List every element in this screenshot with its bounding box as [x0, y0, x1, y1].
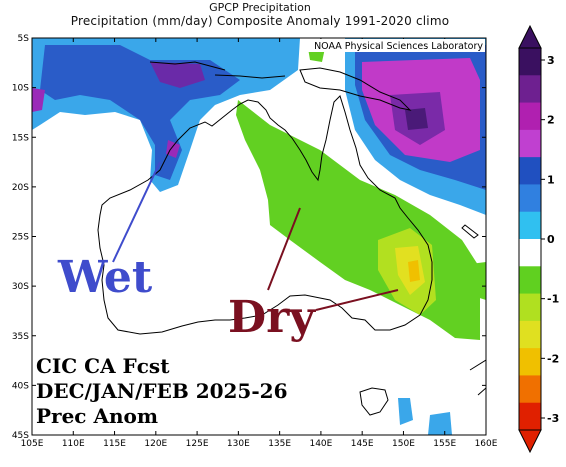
- dry-pointer-line-2: [315, 289, 399, 311]
- colorbar-segment: [519, 402, 541, 431]
- colorbar-label: -3: [547, 412, 559, 425]
- indonesia-islands: [149, 61, 286, 79]
- lat-label: 5S: [18, 34, 30, 44]
- colorbar-segment: [519, 293, 541, 322]
- wet-anomaly-northwest-core: [150, 62, 205, 88]
- wet-pointer-line: [112, 161, 161, 263]
- wet-anomaly-northwest-core2: [32, 88, 45, 112]
- colorbar-segment: [519, 48, 541, 76]
- dry-annotation: Dry: [228, 292, 316, 343]
- lat-label: 20S: [12, 183, 29, 193]
- colorbar: [518, 24, 542, 454]
- colorbar-label: 3: [547, 54, 555, 67]
- longitude-labels: 105E 110E 115E 120E 125E 130E 135E 140E 145E 150E…: [21, 439, 498, 449]
- dry-pointer-line-1: [267, 207, 301, 291]
- colorbar-bottom-arrow: [518, 429, 542, 454]
- forecast-label-line3: Prec Anom: [36, 404, 158, 428]
- new-zealand-coastline: [469, 359, 486, 396]
- lon-label: 140E: [309, 439, 332, 449]
- axis-ticks: [31, 37, 487, 436]
- credit-box: [300, 39, 485, 52]
- lon-label: 125E: [186, 439, 209, 449]
- lat-label: 35S: [12, 332, 29, 342]
- lon-label: 115E: [103, 439, 126, 449]
- lon-label: 130E: [227, 439, 250, 449]
- lat-label: 25S: [12, 233, 29, 243]
- lon-label: 145E: [351, 439, 374, 449]
- lat-label: 30S: [12, 282, 29, 292]
- wet-anomaly-northwest-core3: [166, 140, 180, 158]
- tasmania-coastline: [359, 387, 389, 416]
- anomaly-field: [32, 38, 486, 435]
- colorbar-segment: [519, 102, 541, 131]
- lat-label: 15S: [12, 133, 29, 143]
- lon-label: 105E: [21, 439, 44, 449]
- lat-label: 45S: [12, 431, 29, 441]
- forecast-label-line1: CIC CA Fcst: [36, 354, 170, 378]
- colorbar-segment: [519, 157, 541, 185]
- colorbar-segment: [519, 266, 541, 295]
- map-subtitle: Precipitation (mm/day) Composite Anomaly…: [70, 14, 450, 28]
- wet-anomaly-south: [398, 398, 413, 425]
- colorbar-label: 1: [547, 173, 555, 186]
- colorbar-label: -1: [547, 293, 559, 306]
- lon-label: 160E: [475, 439, 498, 449]
- colorbar-segment: [519, 348, 541, 376]
- colorbar-segment: [519, 129, 541, 158]
- colorbar-label: 0: [547, 233, 555, 246]
- dry-anomaly-east: [462, 262, 486, 300]
- colorbar-top-arrow: [518, 24, 542, 49]
- lon-label: 110E: [62, 439, 85, 449]
- lon-label: 135E: [268, 439, 291, 449]
- colorbar-label: -2: [547, 352, 559, 365]
- australia-coastline: [97, 95, 433, 335]
- lon-label: 155E: [433, 439, 456, 449]
- colorbar-segment: [519, 184, 541, 213]
- colorbar-segment: [519, 75, 541, 104]
- lat-label: 10S: [12, 84, 29, 94]
- dry-anomaly-core3: [408, 260, 420, 282]
- lat-label: 40S: [12, 381, 29, 391]
- colorbar-labels: 3 2 1 0 -1 -2 -3: [541, 54, 559, 425]
- wet-anomaly-northeast-core2: [405, 108, 428, 130]
- colorbar-segment: [519, 375, 541, 404]
- latitude-labels: 5S 10S 15S 20S 25S 30S 35S 40S 45S: [12, 34, 29, 441]
- colorbar-label: 2: [547, 114, 555, 127]
- lon-label: 150E: [392, 439, 415, 449]
- lon-label: 120E: [144, 439, 167, 449]
- map-title: GPCP Precipitation: [209, 1, 311, 14]
- forecast-label-line2: DEC/JAN/FEB 2025-26: [36, 379, 287, 403]
- wet-annotation: Wet: [57, 252, 153, 303]
- new-caledonia-coastline: [461, 224, 479, 239]
- colorbar-segment: [519, 239, 541, 267]
- new-guinea-coastline: [299, 67, 412, 111]
- colorbar-segment: [519, 320, 541, 349]
- colorbar-segment: [519, 211, 541, 240]
- wet-anomaly-southeast: [428, 412, 452, 435]
- credit-text: NOAA Physical Sciences Laboratory: [314, 41, 483, 52]
